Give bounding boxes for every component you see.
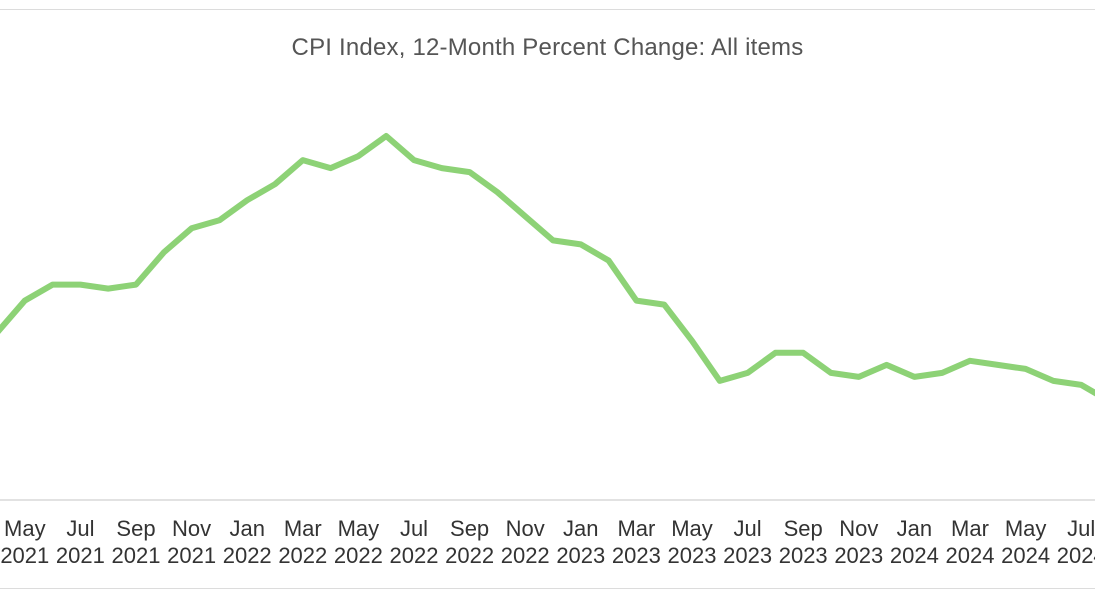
x-tick-month: Sep (116, 516, 155, 541)
x-tick-label: Jul2024 (1057, 516, 1095, 568)
x-tick-year: 2023 (556, 543, 605, 568)
x-tick-month: May (4, 516, 46, 541)
x-tick-month: Sep (450, 516, 489, 541)
x-tick-month: Jan (229, 516, 264, 541)
x-axis-ticks: May2021Jul2021Sep2021Nov2021Jan2022Mar20… (0, 516, 1095, 568)
x-tick-month: May (338, 516, 380, 541)
x-tick-year: 2024 (890, 543, 939, 568)
x-tick-month: Nov (839, 516, 878, 541)
bottom-border (0, 588, 1095, 589)
x-tick-year: 2024 (946, 543, 995, 568)
x-tick-month: May (671, 516, 713, 541)
chart-title: CPI Index, 12-Month Percent Change: All … (291, 34, 804, 61)
x-tick-year: 2023 (612, 543, 661, 568)
x-tick-year: 2021 (56, 543, 105, 568)
top-border (0, 9, 1095, 10)
x-tick-year: 2023 (668, 543, 717, 568)
x-tick-month: Mar (951, 516, 989, 541)
x-tick-month: Sep (784, 516, 823, 541)
series-layer (0, 133, 1095, 397)
x-tick-month: Jul (734, 516, 762, 541)
x-tick-month: Jul (400, 516, 428, 541)
x-tick-month: Jul (66, 516, 94, 541)
x-tick-year: 2022 (390, 543, 439, 568)
x-tick-year: 2021 (167, 543, 216, 568)
x-tick-year: 2022 (223, 543, 272, 568)
x-tick-year: 2023 (723, 543, 772, 568)
x-tick-month: Jan (563, 516, 598, 541)
x-tick-month: Jan (897, 516, 932, 541)
x-tick-year: 2022 (445, 543, 494, 568)
x-tick-year: 2024 (1001, 543, 1050, 568)
x-tick-month: Mar (284, 516, 322, 541)
x-tick-year: 2021 (0, 543, 49, 568)
x-tick-month: Nov (172, 516, 211, 541)
x-tick-month: May (1005, 516, 1047, 541)
x-tick-month: Mar (617, 516, 655, 541)
x-tick-month: Nov (506, 516, 545, 541)
series-line-0 (0, 133, 1095, 397)
x-tick-year: 2024 (1057, 543, 1095, 568)
x-tick-month: Jul (1067, 516, 1095, 541)
x-tick-year: 2023 (834, 543, 883, 568)
x-tick-year: 2023 (779, 543, 828, 568)
x-tick-year: 2022 (334, 543, 383, 568)
x-tick-year: 2022 (278, 543, 327, 568)
x-tick-year: 2022 (501, 543, 550, 568)
x-tick-year: 2021 (112, 543, 161, 568)
